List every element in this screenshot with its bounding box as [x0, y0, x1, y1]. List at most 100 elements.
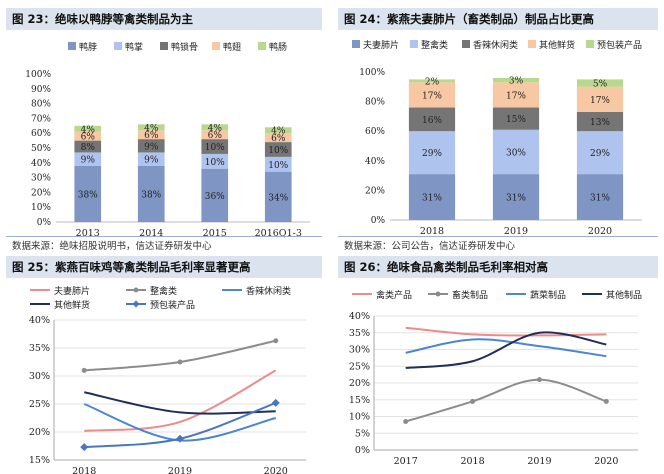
legend-swatch	[160, 42, 168, 50]
legend-swatch	[68, 42, 76, 50]
data-point	[177, 359, 183, 365]
y-tick-label: 100%	[25, 70, 51, 80]
y-tick-label: 0%	[355, 445, 370, 456]
y-tick-label: 15%	[349, 395, 370, 406]
data-label: 38%	[78, 190, 98, 200]
bar-segment	[74, 140, 102, 153]
bar-segment	[201, 168, 229, 222]
chart-title: 图 25：紫燕百味鸡等禽类制品毛利率显著更高	[6, 256, 322, 278]
bar-segment	[74, 131, 102, 141]
y-tick-label: 20%	[29, 427, 50, 438]
x-tick-label: 2018	[72, 466, 96, 474]
legend-label: 整禽类	[421, 39, 448, 51]
data-point	[273, 338, 279, 344]
data-point	[81, 367, 87, 373]
y-tick-label: 70%	[31, 114, 51, 124]
legend-swatch	[212, 42, 220, 50]
bar-segment	[74, 125, 102, 132]
y-tick-label: 0%	[37, 218, 52, 228]
series-line	[405, 331, 607, 369]
data-point	[80, 443, 89, 452]
legend-label: 预包装产品	[150, 299, 195, 311]
legend-label: 其他制品	[606, 289, 642, 301]
data-label: 9%	[81, 156, 96, 166]
y-tick-label: 30%	[29, 371, 50, 382]
legend-label: 香辣休闲类	[246, 285, 291, 297]
chart-panel-25: 图 25：紫燕百味鸡等禽类制品毛利率显著更高 夫妻肺片 整禽类 香辣休闲类其他鲜货 预…	[6, 256, 322, 474]
legend-swatch	[352, 40, 360, 48]
data-label: 4%	[144, 124, 159, 134]
data-label: 15%	[506, 115, 526, 125]
x-tick-label: 2016Q1-3	[255, 228, 302, 239]
y-tick-label: 5%	[355, 428, 370, 439]
x-tick-label: 2020	[594, 456, 618, 467]
bar-segment	[408, 107, 456, 132]
data-label: 10%	[205, 143, 225, 153]
bar-segment	[408, 131, 456, 175]
line-chart: 禽类产品 畜类制品 蔬菜制品 其他制品 0% 5% 10% 15% 20% 25% 30% 35% 40…	[349, 289, 642, 467]
data-label: 31%	[590, 194, 610, 204]
bar-segment	[492, 82, 540, 108]
y-tick-label: 35%	[29, 343, 50, 354]
y-tick-label: 40%	[31, 159, 51, 169]
y-tick-label: 10%	[349, 412, 370, 423]
bar-segment	[74, 152, 102, 166]
data-label: 10%	[268, 161, 288, 171]
legend-swatch	[462, 40, 470, 48]
bar-segment	[576, 86, 624, 112]
data-label: 9%	[144, 156, 159, 166]
legend-swatch	[586, 40, 594, 48]
data-point	[403, 419, 409, 425]
bar-segment	[201, 124, 229, 131]
x-tick-label: 2020	[588, 226, 612, 237]
data-label: 34%	[268, 193, 288, 203]
bar-segment	[576, 174, 624, 220]
series-line	[405, 326, 607, 337]
y-tick-label: 100%	[359, 68, 385, 78]
chart-title: 图 23：绝味以鸭脖等禽类制品为主	[6, 8, 322, 30]
legend-label: 鸭肠	[269, 41, 287, 53]
bar-segment	[201, 153, 229, 169]
bar-segment	[264, 133, 292, 143]
legend-swatch	[410, 40, 418, 48]
legend-label: 整禽类	[150, 285, 177, 297]
data-label: 38%	[141, 190, 161, 200]
data-label: 29%	[590, 149, 610, 159]
x-tick-label: 2018	[420, 226, 444, 237]
y-tick-label: 40%	[365, 157, 385, 167]
legend-label: 夫妻肺片	[54, 285, 90, 297]
bar-segment	[137, 124, 165, 131]
chart-title: 图 24：紫燕夫妻肺片（畜类制品）制品占比更高	[338, 8, 658, 30]
legend-label: 预包装产品	[597, 39, 642, 51]
x-tick-label: 2014	[139, 228, 163, 239]
bar-segment	[201, 139, 229, 154]
chart-panel-23: 图 23：绝味以鸭脖等禽类制品为主 鸭脖 鸭掌 鸭锁骨 鸭翅 鸭肠 0% 10% 20% 30%…	[6, 8, 322, 254]
y-tick-label: 25%	[349, 361, 370, 372]
legend-marker	[132, 300, 140, 308]
y-tick-label: 0%	[371, 216, 386, 226]
bar-segment	[492, 107, 540, 130]
stacked-bar-chart: 鸭脖 鸭掌 鸭锁骨 鸭翅 鸭肠 0% 10% 20% 30% 40% 50% 60% 70% 80% 90%…	[25, 41, 310, 239]
bar-segment	[74, 165, 102, 222]
data-label: 6%	[144, 131, 159, 141]
y-tick-label: 80%	[31, 100, 51, 110]
legend-label: 其他鲜货	[539, 39, 575, 51]
data-label: 3%	[509, 77, 524, 87]
legend-label: 鸭翅	[223, 41, 241, 53]
bar-segment	[201, 130, 229, 140]
x-tick-label: 2017	[394, 456, 418, 467]
x-tick-label: 2019	[504, 226, 528, 237]
legend-swatch	[528, 40, 536, 48]
data-label: 10%	[205, 158, 225, 168]
y-tick-label: 80%	[365, 98, 385, 108]
data-label: 4%	[271, 127, 286, 137]
legend-label: 其他鲜货	[54, 299, 90, 311]
legend-label: 蔬菜制品	[530, 289, 566, 301]
bar-segment	[576, 111, 624, 132]
data-label: 9%	[144, 142, 159, 152]
stacked-bar-chart: 夫妻肺片 整禽类 香辣休闲类 其他鲜货 预包装产品 0% 20% 40% 60% 80% 100% 3…	[352, 39, 642, 237]
data-label: 4%	[208, 124, 223, 134]
chart-source: 数据来源：公司公告，信达证券研发中心	[344, 241, 516, 252]
x-tick-label: 2019	[168, 466, 192, 474]
series-line	[84, 339, 276, 372]
